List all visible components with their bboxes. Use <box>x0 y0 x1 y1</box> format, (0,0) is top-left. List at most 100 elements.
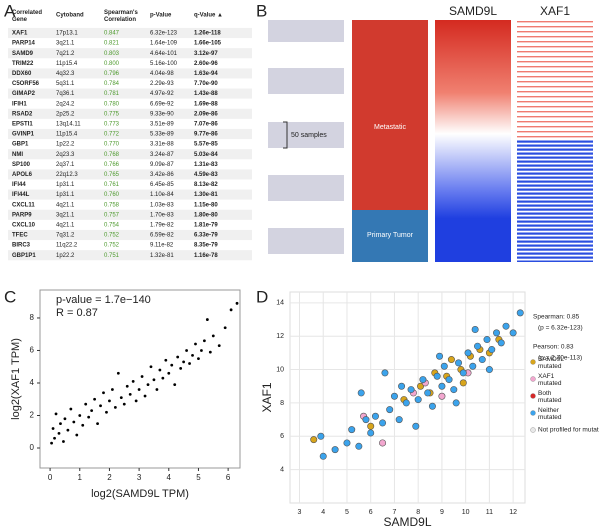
point <box>417 382 425 390</box>
point <box>235 301 239 305</box>
table-cell: IFIH1 <box>12 101 27 107</box>
point <box>386 406 394 414</box>
table-cell: 6.32e-123 <box>150 31 178 37</box>
table-cell: 3.51e-89 <box>150 121 174 127</box>
point <box>164 358 168 362</box>
table-cell: 0.800 <box>104 61 120 67</box>
point <box>355 442 363 450</box>
point <box>188 362 191 365</box>
x-tick-label: 3 <box>137 473 142 482</box>
y-tick-label: 12 <box>276 333 284 340</box>
point <box>137 388 141 391</box>
point <box>398 382 406 390</box>
x-tick-label: 4 <box>167 473 172 482</box>
point <box>381 369 389 377</box>
x-tick-label: 7 <box>392 509 396 516</box>
table-cell: 1.10e-84 <box>150 192 174 198</box>
table-cell: 1.16e-78 <box>194 253 218 259</box>
panel-label: D <box>256 287 268 306</box>
table-cell: 1.30e-81 <box>194 192 218 198</box>
point <box>158 368 162 372</box>
point <box>54 412 58 416</box>
table-cell: 1.81e-79 <box>194 222 218 228</box>
table-cell: 0.754 <box>104 222 120 228</box>
table-cell: TFEC <box>12 233 28 239</box>
annotation: R = 0.87 <box>56 307 98 319</box>
point <box>57 431 61 435</box>
point <box>99 404 102 408</box>
point <box>331 446 339 454</box>
legend-label: Neither mutated <box>538 407 562 421</box>
x-tick-label: 5 <box>196 473 201 482</box>
table-cell: NMI <box>12 152 23 158</box>
table-cell: 11p15.4 <box>56 61 78 67</box>
point <box>111 388 114 391</box>
table-cell: 1.31e-83 <box>194 162 218 168</box>
x-tick-label: 9 <box>440 509 444 516</box>
point <box>367 429 375 437</box>
point <box>362 416 370 424</box>
table-cell: 13q14.11 <box>56 121 81 127</box>
point <box>146 383 150 387</box>
point <box>63 417 67 421</box>
table-cell: GVINP1 <box>12 132 35 138</box>
table-cell: 1.70e-83 <box>150 212 174 218</box>
point <box>116 371 120 375</box>
point <box>167 371 171 375</box>
table-cell: 1.03e-83 <box>150 202 174 208</box>
panel-label: C <box>4 287 16 306</box>
band <box>268 228 344 254</box>
table-cell: 17p13.1 <box>56 31 78 37</box>
xaf1-column <box>517 140 593 262</box>
point <box>143 394 147 398</box>
x-tick-label: 5 <box>345 509 349 516</box>
row-bg <box>8 229 252 241</box>
stat-label: Spearman: 0.85 <box>533 314 580 321</box>
table-cell: 0.796 <box>104 71 120 77</box>
point <box>459 369 467 377</box>
point <box>452 399 460 407</box>
table-cell: 0.768 <box>104 152 120 158</box>
point <box>185 349 188 352</box>
legend-swatch <box>530 376 536 382</box>
panel-label: B <box>256 1 267 20</box>
table-cell: 4.64e-101 <box>150 51 178 57</box>
point <box>113 405 117 409</box>
table-cell: 1p31.1 <box>56 192 75 198</box>
table-cell: 9.77e-86 <box>194 132 218 138</box>
xaf1-column <box>517 20 593 140</box>
table-cell: 4q21.1 <box>56 202 75 208</box>
point <box>412 422 420 430</box>
panel-label: A <box>4 1 16 20</box>
table-cell: 6.45e-85 <box>150 182 174 188</box>
y-tick-label: 14 <box>276 300 284 307</box>
point <box>194 342 197 346</box>
table-cell: 1.64e-109 <box>150 41 178 47</box>
legend-swatch <box>530 410 536 416</box>
table-cell: 1.66e-105 <box>194 41 222 47</box>
table-cell: 7q36.1 <box>56 91 75 97</box>
band <box>268 122 344 148</box>
point <box>471 326 479 334</box>
x-tick-label: 2 <box>107 473 112 482</box>
table-cell: 3q21.1 <box>56 212 75 218</box>
table-cell: 0.775 <box>104 111 120 117</box>
row-bg <box>8 189 252 200</box>
point <box>310 436 318 444</box>
point <box>84 402 88 406</box>
table-cell: 0.770 <box>104 142 120 148</box>
y-tick-label: 2 <box>30 411 35 420</box>
table-cell: 4q32.3 <box>56 71 75 77</box>
table-cell: 7.07e-86 <box>194 121 218 127</box>
column-label: XAF1 <box>540 4 570 18</box>
table-cell: 5.03e-84 <box>194 152 218 158</box>
table-cell: 3.12e-97 <box>194 51 218 57</box>
table-cell: IFI44 <box>12 182 26 188</box>
table-cell: 1.63e-94 <box>194 71 218 77</box>
table-cell: 0.784 <box>104 81 120 87</box>
y-axis-label: log2(XAF1 TPM) <box>10 338 22 420</box>
table-header: p-Value <box>150 13 172 19</box>
table-cell: 11q22.2 <box>56 243 78 249</box>
table-cell: 1p22.2 <box>56 253 75 259</box>
table-cell: 7q31.2 <box>56 233 75 239</box>
